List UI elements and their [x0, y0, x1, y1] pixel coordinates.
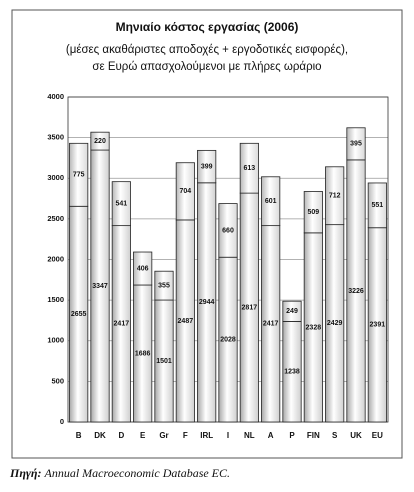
x-tick-label: FIN [307, 431, 320, 440]
frame [11, 9, 403, 459]
bar-segment [367, 182, 387, 229]
bar-segment [325, 166, 345, 226]
value-label: 2417 [114, 321, 130, 328]
source-label: Πηγή: [9, 466, 42, 480]
value-label: 3226 [348, 288, 364, 295]
value-label: 2417 [263, 321, 279, 328]
y-tick-label: 1500 [47, 295, 64, 304]
value-label: 2487 [178, 318, 194, 325]
value-label: 399 [201, 163, 213, 170]
bar-segment [111, 181, 131, 227]
x-tick-label: Gr [159, 431, 168, 440]
bar-segment [261, 176, 281, 227]
x-tick-label: P [289, 431, 295, 440]
y-tick-label: 2500 [47, 214, 64, 223]
value-label: 509 [307, 209, 319, 216]
value-label: 541 [115, 200, 127, 207]
subtitle: (μέσες ακαθάριστες αποδοχές + εργοδοτικέ… [66, 44, 348, 56]
y-tick-label: 4000 [47, 92, 64, 101]
y-tick-label: 3500 [47, 133, 64, 142]
value-label: 1501 [156, 358, 172, 365]
value-label: 613 [243, 165, 255, 172]
y-tick-label: 0 [60, 417, 64, 426]
x-tick-label: EU [372, 431, 383, 440]
y-tick-label: 1000 [47, 336, 64, 345]
bar-segment [303, 191, 323, 234]
x-tick-label: D [118, 431, 124, 440]
subtitle: σε Ευρώ απασχολούμενοι με πλήρες ωράριο [92, 61, 321, 73]
source-text: Annual Macroeconomic Database EC. [44, 466, 231, 480]
value-label: 2655 [71, 311, 87, 318]
bar-segment [133, 251, 153, 286]
y-tick-label: 2000 [47, 254, 64, 263]
bar-segment [239, 142, 259, 194]
x-tick-label: IRL [200, 431, 213, 440]
value-label: 1686 [135, 350, 151, 357]
value-label: 249 [286, 308, 298, 315]
bar-segment [346, 127, 366, 161]
bar-segment [282, 300, 302, 322]
value-label: 775 [73, 172, 85, 179]
bar-segment [175, 162, 195, 221]
x-tick-label: B [76, 431, 82, 440]
value-label: 2391 [370, 322, 386, 329]
bar-segment [197, 149, 217, 184]
x-tick-label: I [227, 431, 229, 440]
value-label: 704 [179, 188, 191, 195]
source: Πηγή: Annual Macroeconomic Database EC. [9, 466, 230, 480]
y-tick-label: 500 [51, 376, 64, 385]
bar-segment [154, 270, 174, 301]
value-label: 712 [329, 193, 341, 200]
value-label: 395 [350, 141, 362, 148]
value-label: 2028 [220, 336, 236, 343]
x-tick-label: NL [244, 431, 255, 440]
value-label: 2429 [327, 320, 343, 327]
x-tick-label: UK [350, 431, 362, 440]
x-tick-label: S [332, 431, 338, 440]
value-label: 2328 [306, 324, 322, 331]
value-label: 355 [158, 282, 170, 289]
value-label: 601 [265, 198, 277, 205]
chart-title: Μηνιαίο κόστος εργασίας (2006) [116, 20, 299, 34]
x-tick-label: F [183, 431, 188, 440]
value-label: 3347 [92, 283, 108, 290]
x-tick-label: DK [94, 431, 106, 440]
bar-segment [69, 142, 89, 207]
bar-segment [90, 131, 110, 151]
value-label: 406 [137, 265, 149, 272]
value-label: 220 [94, 138, 106, 145]
value-label: 1238 [284, 369, 300, 376]
value-label: 2817 [242, 304, 258, 311]
value-label: 2944 [199, 299, 215, 306]
x-tick-label: E [140, 431, 146, 440]
x-tick-label: A [268, 431, 274, 440]
value-label: 660 [222, 227, 234, 234]
value-label: 551 [371, 202, 383, 209]
y-tick-label: 3000 [47, 173, 64, 182]
bar-segment [218, 203, 238, 258]
